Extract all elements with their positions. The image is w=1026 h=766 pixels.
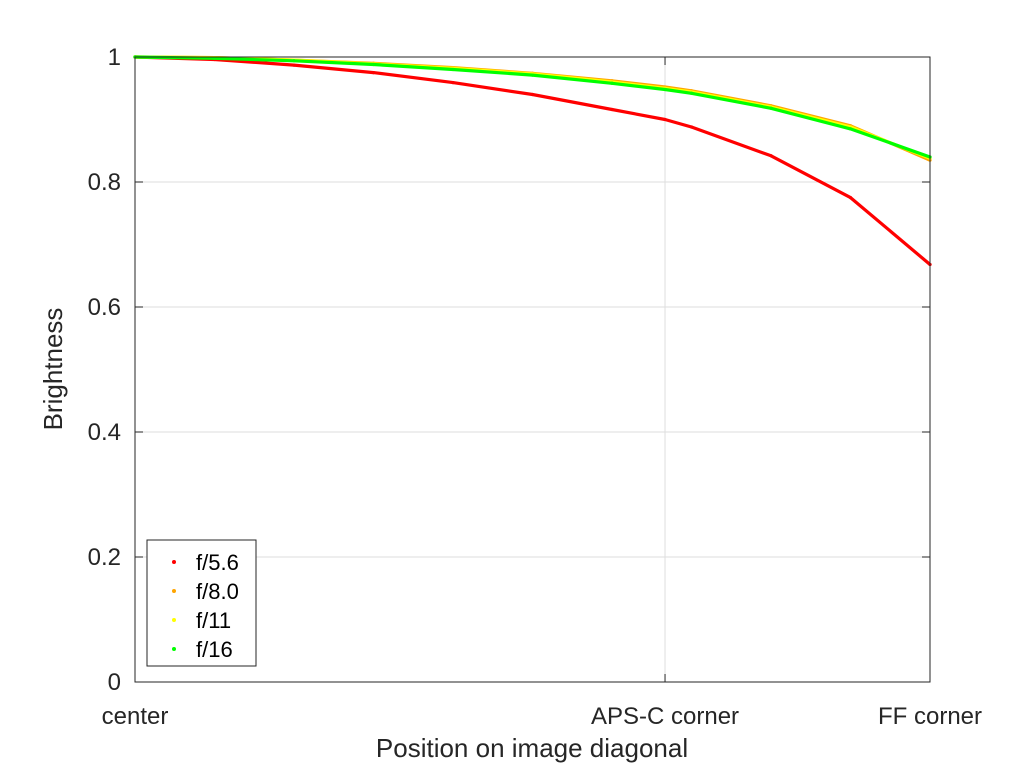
- y-tick-label: 0.4: [88, 419, 121, 446]
- data-point: [848, 196, 853, 200]
- data-point: [451, 67, 455, 72]
- y-tick-label: 0: [108, 669, 121, 696]
- data-point: [610, 107, 614, 112]
- data-point: [292, 63, 296, 67]
- grid: [135, 57, 930, 682]
- data-point: [769, 154, 773, 158]
- legend-marker: [172, 647, 176, 651]
- y-tick-label: 1: [108, 44, 121, 71]
- plot-background: [135, 57, 930, 682]
- x-axis-label: Position on image diagonal: [376, 733, 688, 763]
- series-line-0: [133, 55, 932, 267]
- legend-box: [146, 539, 257, 667]
- data-point: [689, 91, 694, 95]
- series-group: [133, 55, 932, 267]
- y-axis-label: Brightness: [38, 308, 68, 431]
- data-point: [663, 117, 667, 122]
- legend-label: f/11: [196, 608, 231, 633]
- legend-marker: [172, 618, 176, 622]
- legend-marker: [172, 589, 176, 593]
- x-tick-label: FF corner: [878, 703, 982, 730]
- legend-marker: [172, 560, 176, 564]
- data-point: [663, 87, 667, 92]
- plot-frame: [134, 56, 931, 683]
- data-point: [530, 73, 535, 77]
- legend: f/5.6 f/8.0 f/11 f/16: [146, 539, 257, 667]
- data-point: [610, 81, 614, 85]
- legend-label: f/8.0: [196, 579, 239, 604]
- series-line-3: [133, 55, 932, 159]
- y-tick-label: 0.6: [88, 294, 121, 321]
- x-tick-label: APS-C corner: [591, 703, 739, 730]
- ticks: 0 0.2 0.4 0.6 0.8 1 center APS-C corner FF corne…: [88, 44, 982, 730]
- data-point: [689, 125, 694, 129]
- y-tick-label: 0.2: [88, 544, 121, 571]
- data-point: [292, 59, 296, 63]
- x-tick-label: center: [102, 703, 169, 730]
- y-tick-label: 0.8: [88, 169, 121, 196]
- data-point: [769, 106, 773, 110]
- data-point: [530, 92, 535, 97]
- legend-label: f/5.6: [196, 550, 239, 575]
- data-point: [451, 81, 455, 85]
- data-point: [848, 127, 853, 131]
- data-point: [371, 71, 376, 75]
- legend-label: f/16: [196, 637, 233, 662]
- data-point: [371, 62, 376, 67]
